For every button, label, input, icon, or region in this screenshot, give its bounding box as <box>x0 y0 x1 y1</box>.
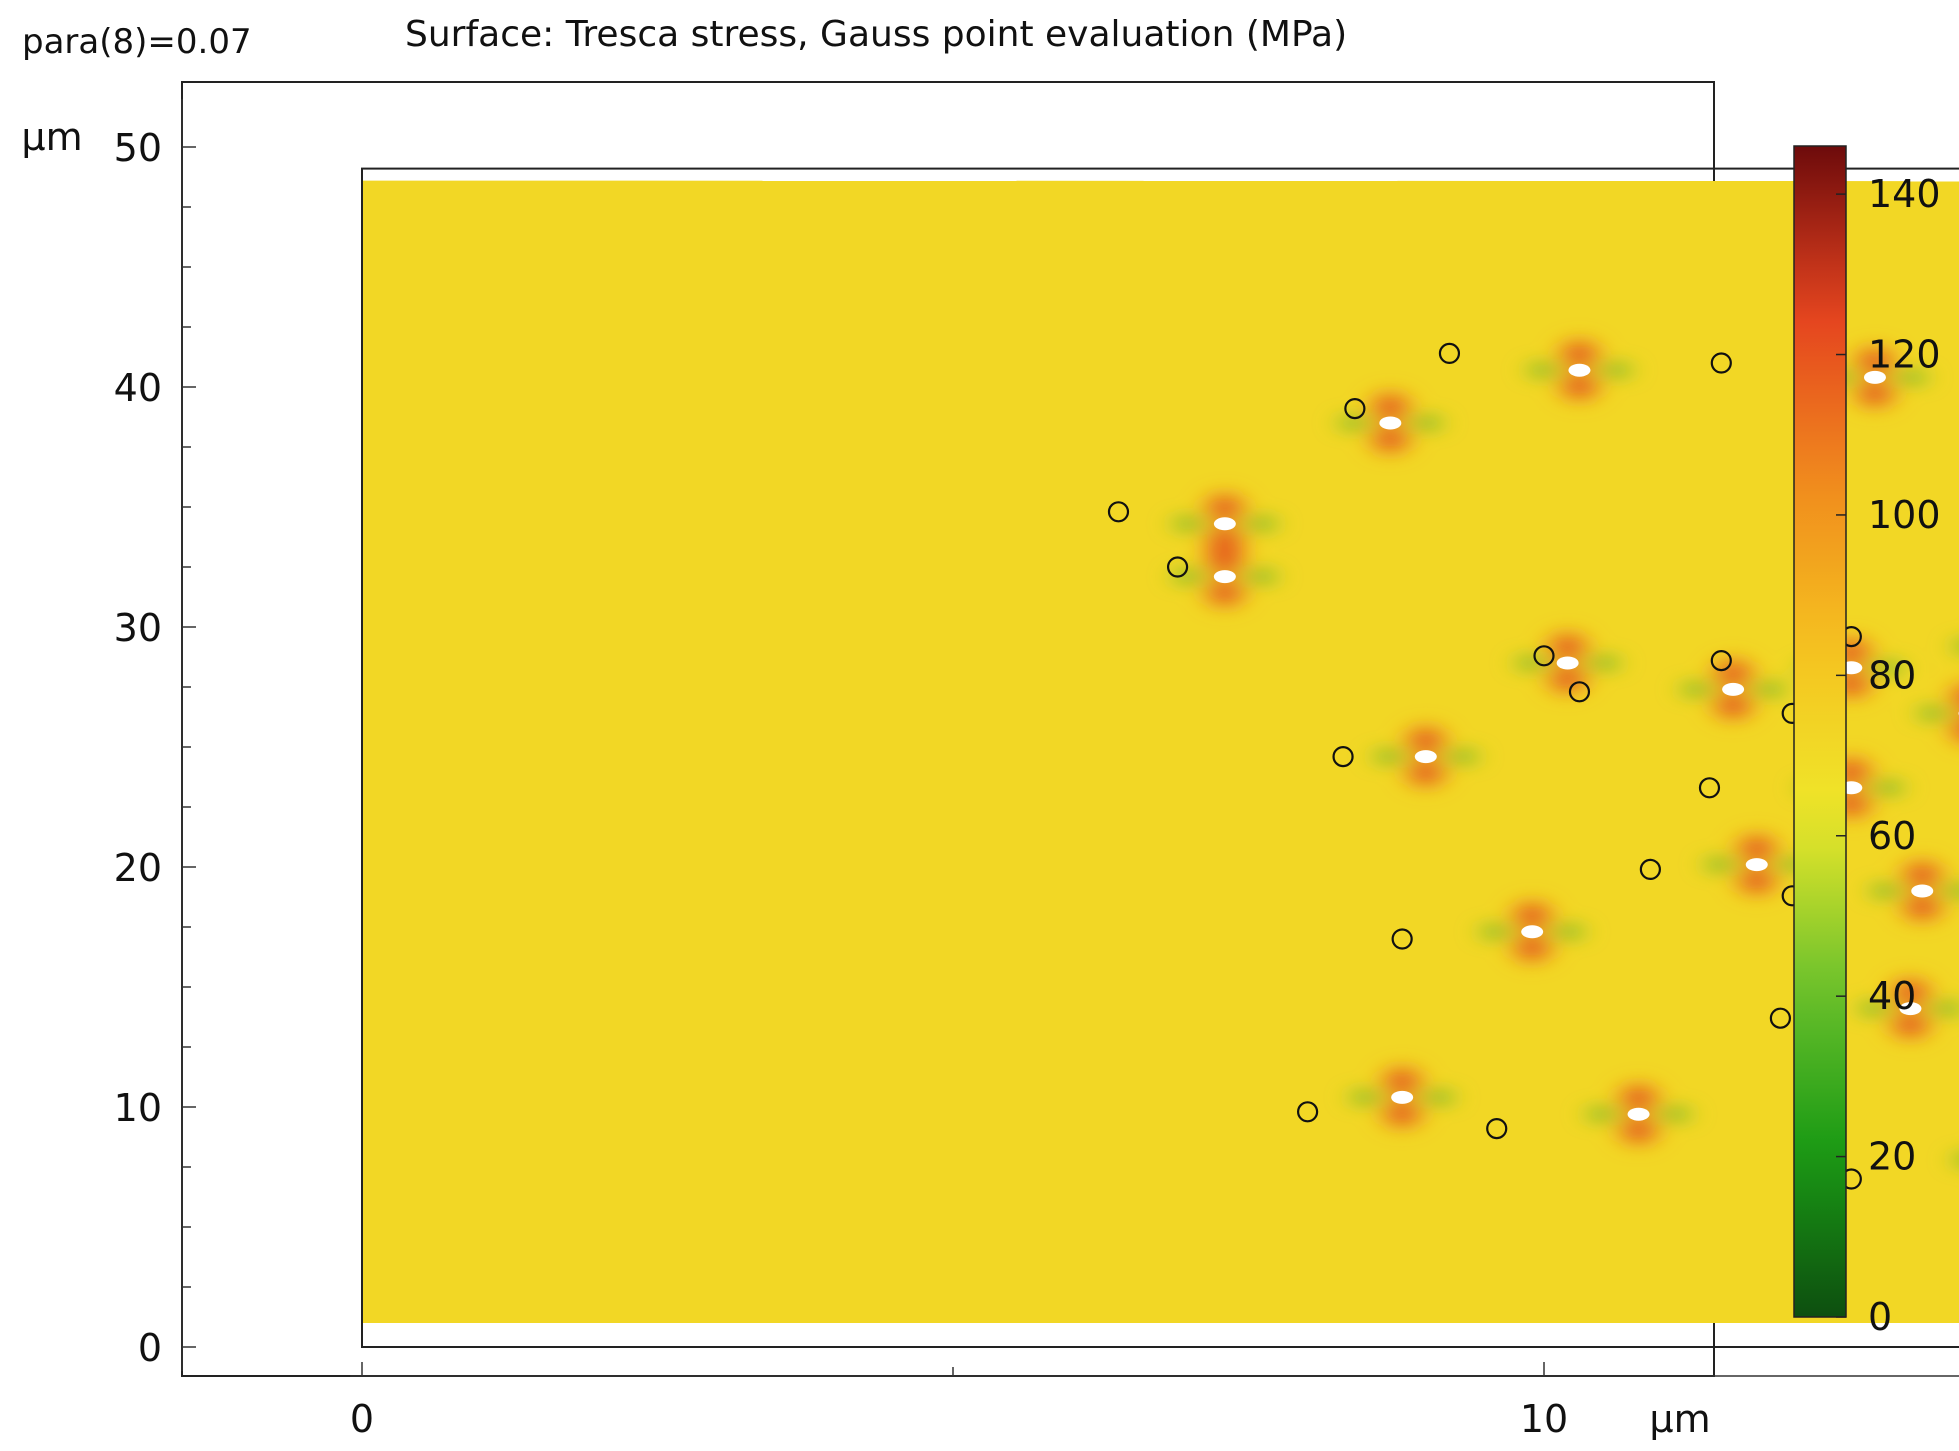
inclusion-hole <box>1863 370 1886 384</box>
stress-lobe-low <box>1336 1088 1397 1107</box>
colorbar-tick-label: 140 <box>1868 172 1941 216</box>
stress-lobe-low <box>1938 1151 1959 1169</box>
stress-lobe-low <box>1572 1105 1633 1124</box>
stress-lobe-low <box>1359 747 1420 766</box>
colorbar-tick-label: 80 <box>1868 653 1916 697</box>
particle-marker <box>1438 342 1461 364</box>
stress-lobe-low <box>1501 654 1562 672</box>
stress-lobe-low <box>1538 922 1599 941</box>
stress-lobe-low <box>1667 680 1728 699</box>
particle-marker <box>1710 352 1732 374</box>
x-unit-label: μm <box>1649 1397 1710 1441</box>
stress-lobe-low <box>1513 361 1574 380</box>
stress-lobe-low <box>1928 882 1959 900</box>
inclusion-hole <box>1722 682 1745 696</box>
inclusion-hole <box>1745 858 1768 872</box>
x-tick-label: 0 <box>350 1397 374 1441</box>
particle-marker <box>1769 1007 1792 1029</box>
stress-lobe-low <box>1158 567 1219 586</box>
stress-lobe-low <box>1903 704 1959 723</box>
inclusion-hole <box>1627 1107 1650 1121</box>
stress-lobe-low <box>1644 1105 1705 1124</box>
particle-marker <box>1344 398 1366 420</box>
inclusion-hole <box>1911 884 1934 898</box>
particle-marker <box>1166 556 1189 578</box>
y-tick-label: 50 <box>114 126 162 170</box>
colorbar-tick-label: 20 <box>1868 1135 1916 1179</box>
stress-lobe-low <box>1158 514 1219 533</box>
particle-marker <box>1639 858 1661 881</box>
stress-lobe-low <box>1396 414 1457 432</box>
inclusion-hole <box>1213 570 1236 584</box>
y-tick-label: 40 <box>114 366 162 410</box>
stress-lobe-low <box>1690 855 1751 874</box>
inclusion-hole <box>1556 656 1579 670</box>
stress-lobe-low <box>1857 658 1918 677</box>
particle-marker <box>1332 745 1354 768</box>
colorbar-tick-label: 0 <box>1868 1295 1892 1339</box>
stress-lobe-low <box>1408 1088 1469 1107</box>
particle-marker <box>1107 501 1130 523</box>
y-tick-label: 20 <box>114 846 162 890</box>
inclusion-hole <box>1379 416 1402 430</box>
stress-lobe-low <box>1466 922 1527 941</box>
stress-lobe-low <box>1938 637 1959 655</box>
colorbar <box>1793 145 1847 1318</box>
deformed-domain-surface <box>362 180 1959 1323</box>
stress-lobe-low <box>1230 567 1291 586</box>
stress-lobe-low <box>1585 361 1646 380</box>
parameter-label: para(8)=0.07 <box>22 22 252 62</box>
inclusion-hole <box>1414 750 1437 764</box>
particle-marker <box>1391 928 1413 950</box>
colorbar-tick-label: 120 <box>1868 333 1941 377</box>
particle-marker <box>1296 1101 1319 1123</box>
reference-domain-outline <box>361 167 1959 1349</box>
stress-lobe-low <box>1916 999 1959 1018</box>
inclusion-hole <box>1899 1002 1922 1016</box>
particle-marker <box>1710 649 1732 672</box>
y-tick-label: 0 <box>138 1326 162 1370</box>
particle-marker <box>1568 681 1591 703</box>
y-unit-label: μm <box>21 115 82 159</box>
inclusion-hole <box>1521 925 1544 939</box>
stress-lobe-low <box>1324 414 1385 432</box>
inclusion-hole <box>1213 517 1236 531</box>
stress-lobe-low <box>1431 747 1492 766</box>
plot-title: Surface: Tresca stress, Gauss point eval… <box>405 14 1348 55</box>
stress-lobe-low <box>1880 368 1941 387</box>
x-tick-label: 10 <box>1520 1397 1568 1441</box>
inclusion-hole <box>1568 363 1591 377</box>
stress-lobe-low <box>1844 999 1905 1018</box>
inclusion-hole <box>1391 1090 1414 1104</box>
particle-marker <box>1533 645 1555 667</box>
colorbar-tick-label: 100 <box>1868 493 1941 537</box>
stress-lobe-low <box>1857 778 1918 797</box>
colorbar-tick-label: 40 <box>1868 974 1916 1018</box>
stress-lobe-low <box>1573 654 1634 672</box>
y-tick-label: 10 <box>114 1086 162 1130</box>
stress-lobe-low <box>1856 882 1917 900</box>
particle-marker <box>1698 777 1721 799</box>
stress-lobe-low <box>1739 680 1800 699</box>
stress-lobe-low <box>1230 514 1291 533</box>
y-tick-label: 30 <box>114 606 162 650</box>
particle-marker <box>1486 1117 1508 1140</box>
colorbar-tick-label: 60 <box>1868 814 1916 858</box>
